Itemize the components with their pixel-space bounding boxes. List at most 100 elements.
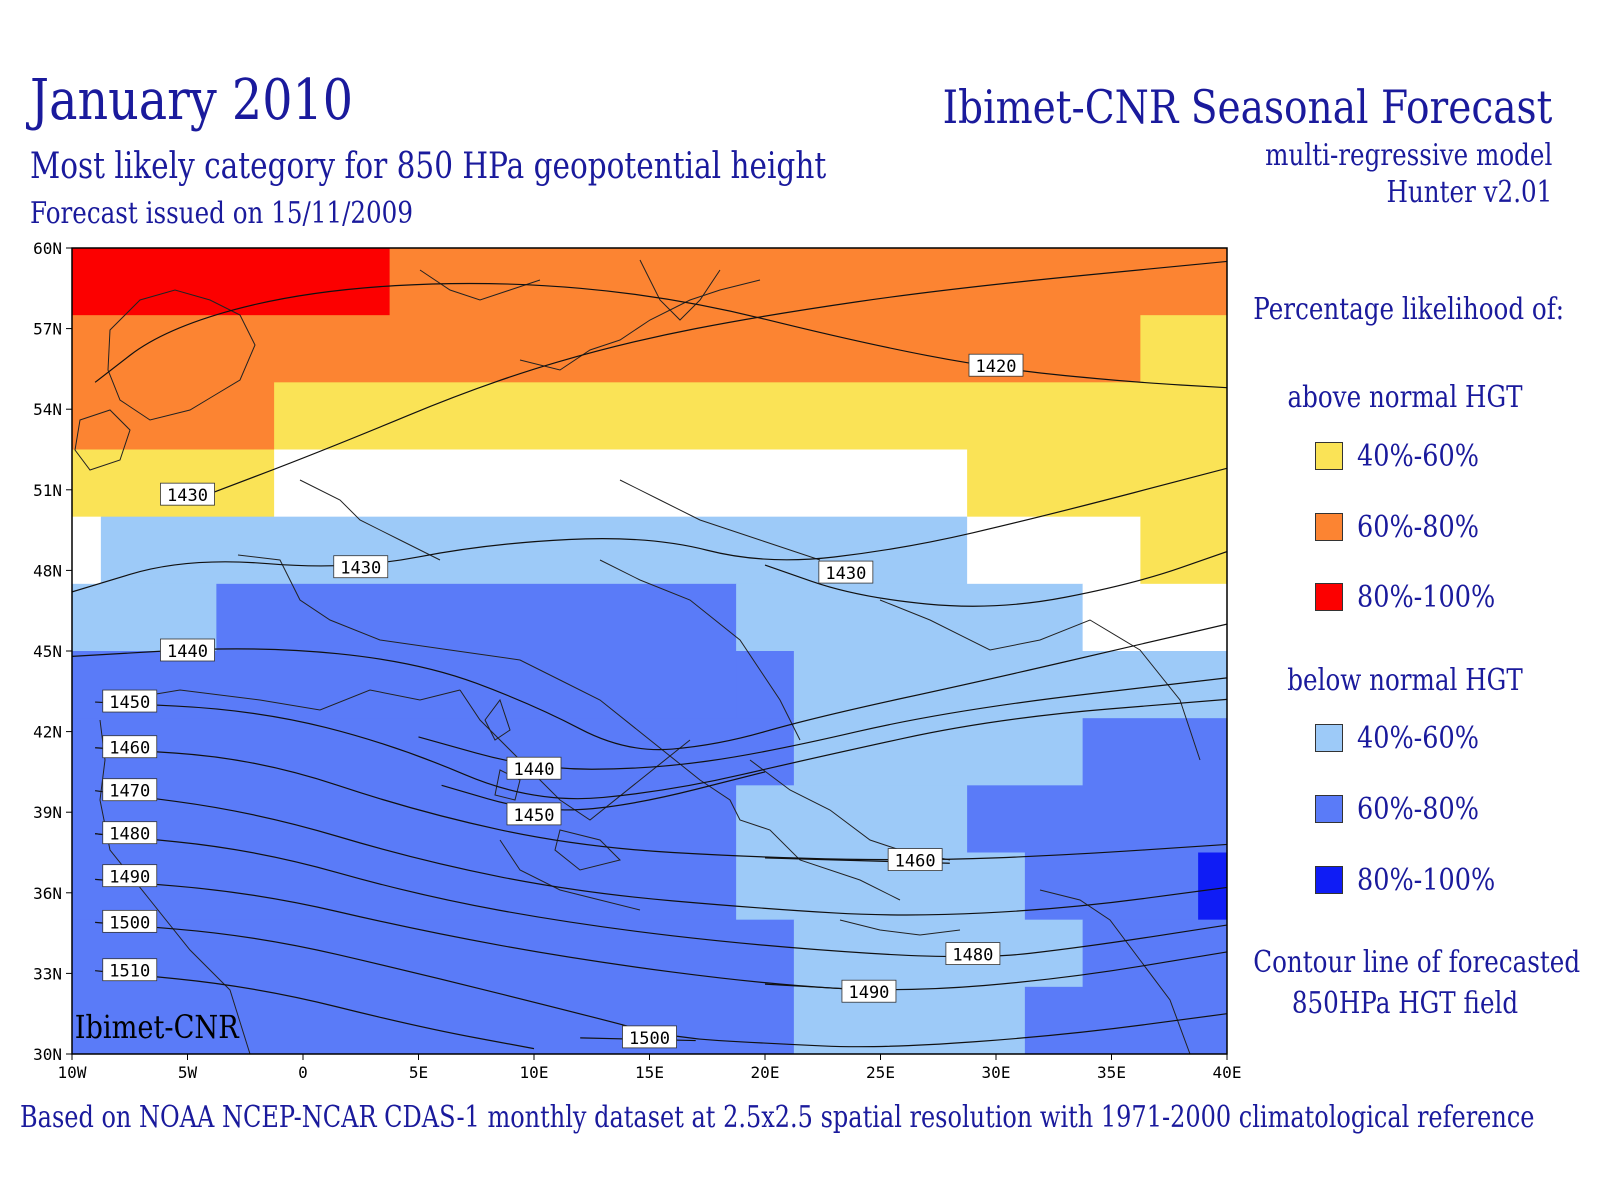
longitude-ticks: 10W 5W 0 5E 10E 15E 20E 25E 30E 35E 40E: [58, 1054, 1242, 1082]
contour-label-text: 1510: [109, 962, 150, 982]
category-cell-above-40-60: [274, 382, 1227, 450]
lon-tick-label: 5W: [178, 1063, 198, 1082]
category-cell-below-60-80: [1082, 919, 1227, 988]
contour-label-box: [102, 689, 158, 713]
category-cell-above-40-60: [1140, 315, 1227, 383]
contour-label-text: 1480: [109, 825, 150, 845]
lon-tick-label: 10E: [520, 1063, 549, 1082]
lat-tick-label: 42N: [33, 723, 62, 742]
lat-tick-label: 30N: [33, 1045, 62, 1064]
contour-labels: 1420 1430 1430 1430 1440 1440 1450 1450 1460 1460…: [102, 353, 1024, 1049]
legend-contour-block: Contour line of forecasted 850HPa HGT fi…: [1220, 945, 1590, 1021]
contour-line: [418, 677, 1227, 770]
category-cell-none: [274, 449, 968, 518]
legend-below-heading: below normal HGT: [1287, 663, 1523, 698]
legend-above-40-60: 40%-60%: [1315, 438, 1501, 474]
contour-label-box: [818, 560, 874, 584]
lat-tick-label: 39N: [33, 803, 62, 822]
contour-label: 1450: [102, 689, 158, 713]
page-subtitle: Most likely category for 850 HPa geopote…: [30, 146, 827, 187]
contour-label-text: 1460: [895, 852, 936, 872]
footer-note: Based on NOAA NCEP-NCAR CDAS-1 monthly d…: [20, 1100, 1535, 1135]
contour-label-text: 1450: [109, 693, 150, 713]
lon-tick-label: 10W: [58, 1063, 87, 1082]
lon-tick-label: 35E: [1097, 1063, 1126, 1082]
contour-label-box: [102, 778, 158, 802]
contour-line: [72, 623, 1227, 751]
contour-label-text: 1420: [976, 357, 1017, 377]
contour-label-box: [622, 1025, 677, 1049]
contour-label-text: 1460: [109, 739, 150, 759]
legend-contour-note2: 850HPa HGT field: [1291, 986, 1519, 1021]
legend-label: 40%-60%: [1357, 720, 1479, 756]
contour-label-box: [102, 958, 158, 982]
contour-label: 1470: [102, 778, 158, 802]
contour-label-box: [160, 482, 215, 506]
category-cell-below-40-60: [736, 785, 968, 853]
contour-label-text: 1430: [167, 486, 208, 506]
category-cell-below-40-60: [793, 651, 1227, 719]
contour-label-box: [333, 555, 389, 579]
legend-above-block: above normal HGT: [1220, 380, 1590, 415]
contour-line: [95, 833, 1227, 958]
swatch-above-80-100: [1315, 583, 1343, 611]
category-cell-below-60-80: [967, 785, 1227, 853]
contour-label: 1430: [818, 560, 874, 584]
contour-label-text: 1480: [952, 946, 993, 966]
contour-label-text: 1470: [109, 782, 150, 802]
legend-heading: Percentage likelihood of:: [1253, 292, 1565, 327]
contour-label-box: [841, 979, 897, 1003]
swatch-above-40-60: [1315, 442, 1343, 470]
contour-line: [764, 983, 858, 991]
contour-label: 1450: [506, 802, 562, 826]
contour-label-text: 1430: [825, 564, 866, 584]
contour-label: 1430: [160, 482, 215, 506]
legend-below-60-80: 60%-80%: [1315, 792, 1501, 827]
legend-label: 80%-100%: [1357, 862, 1496, 898]
contour-label-box: [102, 909, 158, 933]
category-cell-below-80-100: [1198, 852, 1227, 921]
category-cell-none: [967, 516, 1141, 585]
category-cell-below-40-60: [793, 718, 1084, 786]
lat-tick-label: 36N: [33, 884, 62, 903]
latitude-ticks: 60N 57N 54N 51N 48N 45N 42N 39N 36N 33N 30N: [33, 239, 72, 1064]
contour-label: 1500: [102, 909, 158, 933]
category-cell-below-60-80: [1024, 986, 1227, 1054]
contour-line: [95, 747, 1227, 861]
legend-above-60-80: 60%-80%: [1315, 509, 1501, 545]
contour-label: 1460: [102, 735, 158, 759]
legend-above-80-100: 80%-100%: [1315, 580, 1520, 615]
lat-tick-label: 33N: [33, 964, 62, 983]
contour-label: 1430: [333, 555, 389, 579]
contour-label-box: [506, 756, 562, 780]
category-cell-below-60-80: [736, 651, 795, 719]
legend-label: 40%-60%: [1357, 438, 1479, 474]
category-cell-below-60-80: [72, 852, 737, 921]
contour-label-text: 1430: [340, 559, 381, 579]
lon-tick-label: 0: [298, 1063, 308, 1082]
legend-label: 60%-80%: [1357, 509, 1479, 545]
lon-tick-label: 40E: [1213, 1063, 1242, 1082]
contour-label: 1440: [160, 638, 215, 662]
lat-tick-label: 45N: [33, 642, 62, 661]
legend-below-80-100: 80%-100%: [1315, 862, 1520, 898]
category-cell-below-60-80: [72, 718, 795, 786]
category-cell-above-60-80: [389, 248, 1227, 316]
category-cell-above-40-60: [1140, 516, 1227, 585]
contour-line: [198, 260, 1227, 499]
contour-label: 1500: [622, 1025, 677, 1049]
lat-tick-label: 57N: [33, 320, 62, 339]
contour-label-box: [506, 802, 562, 826]
legend-above-heading: above normal HGT: [1287, 380, 1523, 415]
contour-line: [95, 790, 1227, 916]
legend-heading-block: Percentage likelihood of:: [1220, 292, 1590, 327]
category-cell-below-60-80: [1024, 852, 1199, 921]
contour-label: 1480: [945, 942, 1001, 966]
category-cell-below-40-60: [736, 852, 1026, 921]
contour-label-box: [102, 735, 158, 759]
contour-label-box: [102, 821, 158, 845]
contour-label-box: [887, 848, 943, 871]
category-cell-above-40-60: [967, 449, 1227, 518]
swatch-above-60-80: [1315, 513, 1343, 541]
